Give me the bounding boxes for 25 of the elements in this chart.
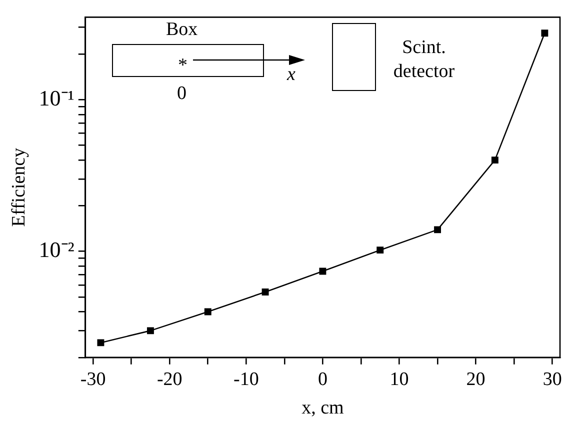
point	[97, 339, 104, 346]
point	[146, 327, 154, 334]
x-tick-label: 0	[318, 368, 328, 390]
point	[319, 268, 326, 275]
y-tick-label: 10⁻¹	[38, 86, 74, 110]
point	[434, 226, 441, 234]
x-tick-label: 20	[466, 368, 486, 390]
point	[262, 288, 269, 296]
y-tick-label: 10⁻²	[38, 237, 75, 262]
x-axis-title: x, cm	[302, 398, 344, 419]
annotation: x	[287, 64, 296, 85]
annotation: Box	[166, 19, 198, 40]
x-tick-label: 30	[542, 368, 562, 390]
x-tick-label: -20	[156, 368, 182, 390]
point	[491, 156, 498, 164]
x-tick-label: -30	[80, 368, 106, 390]
point	[376, 246, 384, 254]
point	[204, 308, 212, 316]
x-tick-label: -10	[233, 368, 259, 390]
x-tick-label: 10	[390, 368, 409, 390]
point	[541, 30, 548, 37]
annotation: *	[178, 55, 188, 76]
annotation: Scint. detector	[392, 36, 456, 84]
y-axis-title: Efficiency	[8, 147, 30, 227]
annotation: 0	[177, 83, 186, 104]
